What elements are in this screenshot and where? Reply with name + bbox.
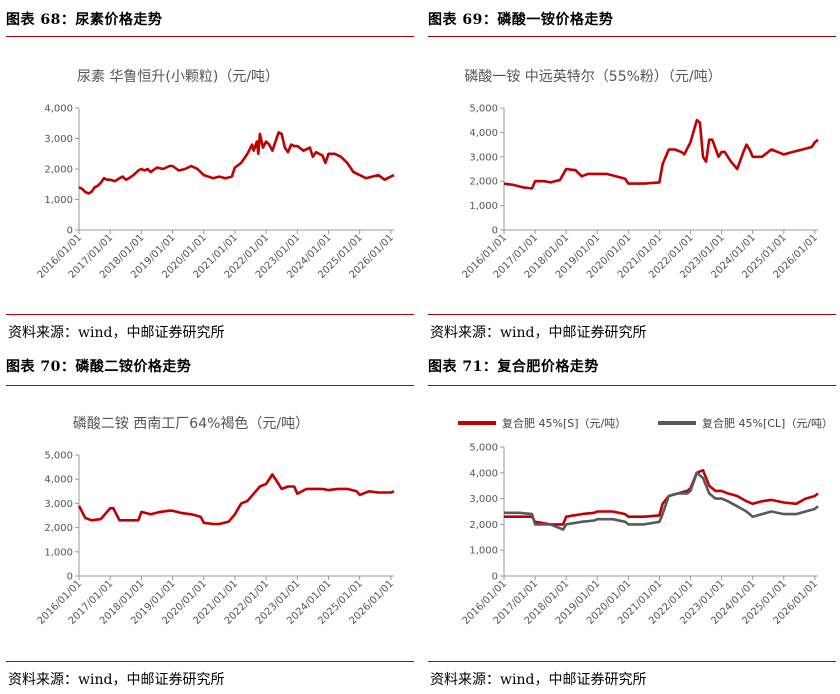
y-tick-label: 4,000 xyxy=(469,128,498,139)
chart-title: 尿素 华鲁恒升(小颗粒)（元/吨） xyxy=(77,69,279,85)
figure-header: 图表 69：磷酸一铵价格走势 xyxy=(428,12,614,28)
y-tick-label: 0 xyxy=(492,226,498,237)
legend-label: 复合肥 45%[S]（元/吨） xyxy=(502,416,626,430)
y-tick-label: 1,000 xyxy=(44,195,73,206)
y-tick-label: 5,000 xyxy=(469,104,498,115)
footer-rule xyxy=(6,314,414,315)
header-rule xyxy=(6,385,414,386)
legend-label: 复合肥 45%[CL]（元/吨） xyxy=(702,416,833,430)
chart-title: 磷酸一铵 中远英特尔（55%粉）（元/吨） xyxy=(464,68,721,85)
y-tick-label: 0 xyxy=(67,572,73,583)
footer-rule xyxy=(428,661,836,662)
y-tick-label: 3,000 xyxy=(469,152,498,163)
compound-fertilizer-price-chart: 复合肥 45%[S]（元/吨） 复合肥 45%[CL]（元/吨） 0 1,000 2,0… xyxy=(458,416,833,627)
y-tick-label: 3,000 xyxy=(469,494,498,505)
figure-header: 图表 68：尿素价格走势 xyxy=(6,12,163,28)
header-rule xyxy=(428,385,836,386)
series-line xyxy=(503,118,819,190)
series-line xyxy=(504,471,819,531)
map-price-chart: 磷酸一铵 中远英特尔（55%粉）（元/吨） 0 1,000 2,000 3,000 4,0… xyxy=(461,68,820,281)
y-tick-label: 1,000 xyxy=(469,546,498,557)
panel-urea: 图表 68：尿素价格走势 尿素 华鲁恒升(小颗粒)（元/吨） 0 1,000 2,00… xyxy=(6,0,414,347)
header-rule xyxy=(428,36,836,37)
chart-title: 磷酸二铵 西南工厂64%褐色（元/吨） xyxy=(73,415,309,432)
y-tick-label: 1,000 xyxy=(44,547,73,558)
dap-price-chart: 磷酸二铵 西南工厂64%褐色（元/吨） 0 1,000 2,000 3,000 4,000… xyxy=(36,415,396,627)
footer-rule xyxy=(6,661,414,662)
y-tick-label: 5,000 xyxy=(469,443,498,454)
figure-header: 图表 71：复合肥价格走势 xyxy=(428,359,599,375)
source-note: 资料来源：wind，中邮证券研究所 xyxy=(8,325,225,341)
y-tick-label: 2,000 xyxy=(44,523,73,534)
urea-price-chart: 尿素 华鲁恒升(小颗粒)（元/吨）01,0002,0003,0004,00020… xyxy=(36,69,396,281)
source-note: 资料来源：wind，中邮证券研究所 xyxy=(430,672,647,688)
y-tick-label: 3,000 xyxy=(44,499,73,510)
y-tick-label: 0 xyxy=(67,226,73,237)
source-note: 资料来源：wind，中邮证券研究所 xyxy=(430,325,647,341)
figure-header: 图表 70：磷酸二铵价格走势 xyxy=(6,359,192,375)
series-line xyxy=(78,131,395,195)
y-tick-label: 0 xyxy=(492,572,498,583)
y-tick-label: 4,000 xyxy=(44,475,73,486)
y-tick-label: 4,000 xyxy=(44,104,73,115)
series-line xyxy=(77,473,395,526)
panel-compound: 图表 71：复合肥价格走势 复合肥 45%[S]（元/吨） 复合肥 45%[CL]… xyxy=(428,347,836,694)
header-rule xyxy=(6,36,414,37)
y-tick-label: 2,000 xyxy=(44,165,73,176)
source-note: 资料来源：wind，中邮证券研究所 xyxy=(8,672,225,688)
y-tick-label: 4,000 xyxy=(469,468,498,479)
y-tick-label: 1,000 xyxy=(469,201,498,212)
panel-dap: 图表 70：磷酸二铵价格走势 磷酸二铵 西南工厂64%褐色（元/吨） 0 1,000… xyxy=(6,347,414,694)
y-tick-label: 3,000 xyxy=(44,134,73,145)
y-tick-label: 2,000 xyxy=(469,520,498,531)
y-tick-label: 2,000 xyxy=(469,177,498,188)
panel-map: 图表 69：磷酸一铵价格走势 磷酸一铵 中远英特尔（55%粉）（元/吨） 0 1,0… xyxy=(428,0,836,347)
footer-rule xyxy=(428,314,836,315)
y-tick-label: 5,000 xyxy=(44,451,73,462)
